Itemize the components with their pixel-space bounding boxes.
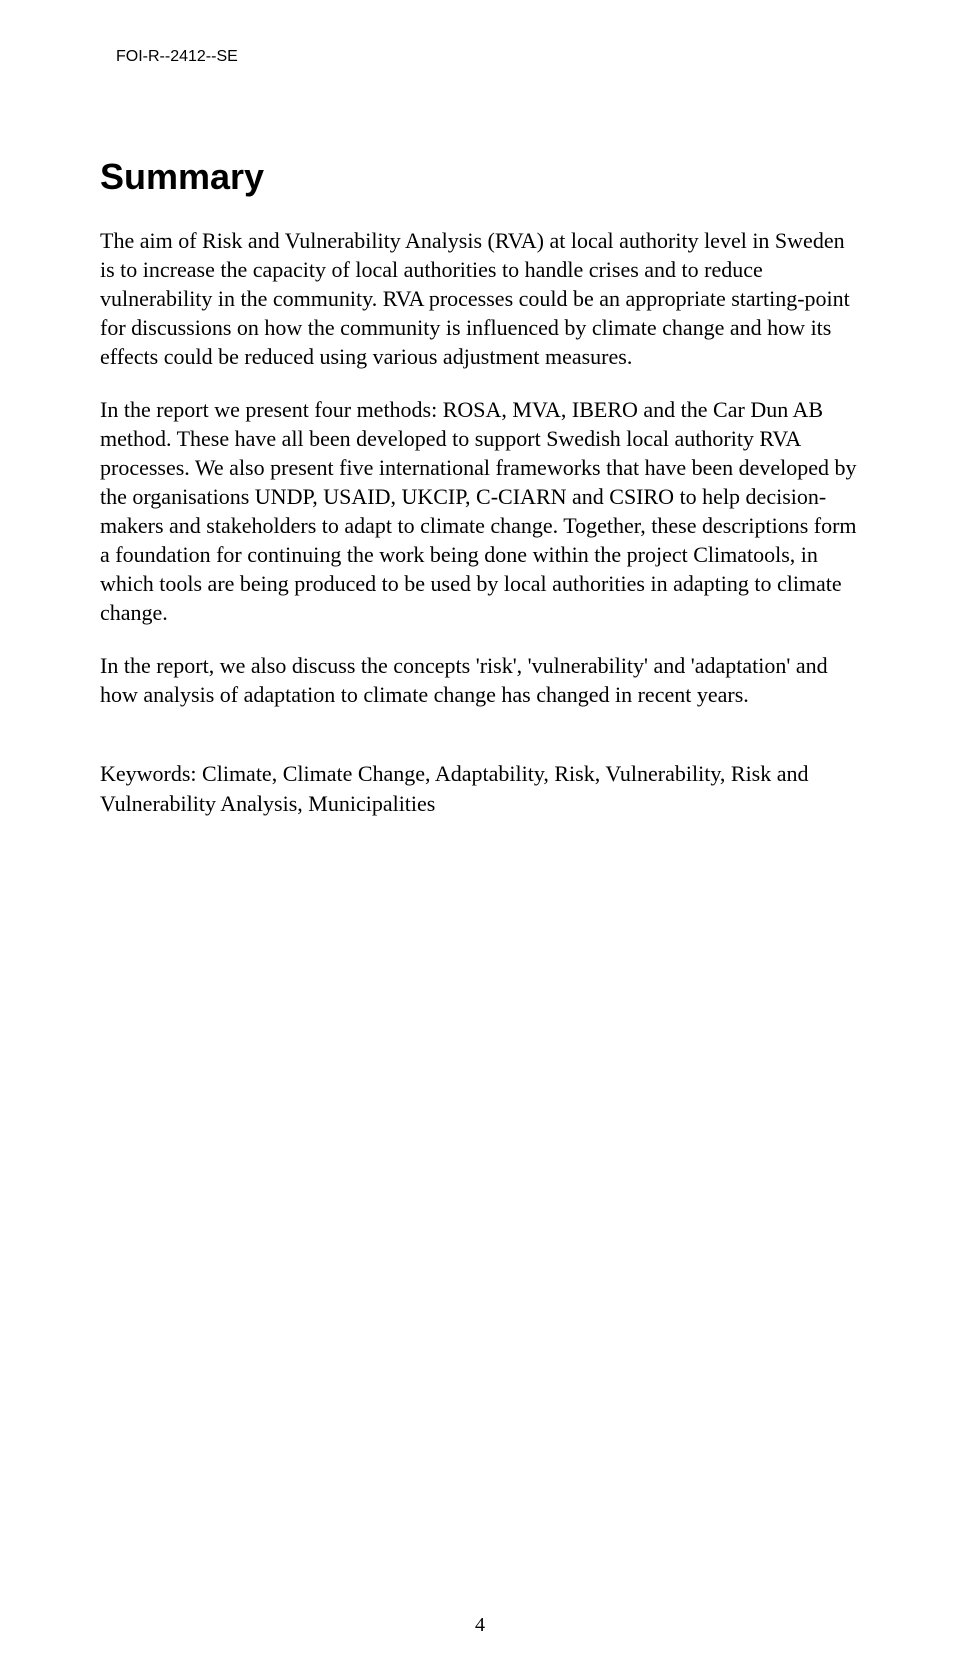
body-paragraph-1: The aim of Risk and Vulnerability Analys… [100,226,860,371]
document-reference: FOI-R--2412--SE [116,48,860,66]
page-container: FOI-R--2412--SE Summary The aim of Risk … [0,0,960,818]
page-number: 4 [0,1614,960,1637]
body-paragraph-2: In the report we present four methods: R… [100,395,860,627]
body-paragraph-3: In the report, we also discuss the conce… [100,651,860,709]
keywords-text: Keywords: Climate, Climate Change, Adapt… [100,759,860,817]
page-title: Summary [100,156,860,198]
